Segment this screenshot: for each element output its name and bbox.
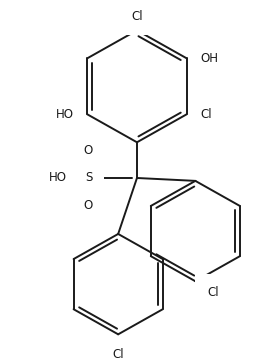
Text: Cl: Cl	[200, 108, 212, 121]
Text: Cl: Cl	[207, 286, 219, 299]
Text: Cl: Cl	[112, 348, 124, 361]
Text: O: O	[84, 144, 93, 158]
Text: HO: HO	[55, 108, 73, 121]
Text: OH: OH	[200, 52, 218, 65]
Text: S: S	[85, 171, 92, 184]
Text: Cl: Cl	[131, 10, 143, 23]
Text: O: O	[84, 199, 93, 212]
Text: HO: HO	[49, 171, 67, 184]
